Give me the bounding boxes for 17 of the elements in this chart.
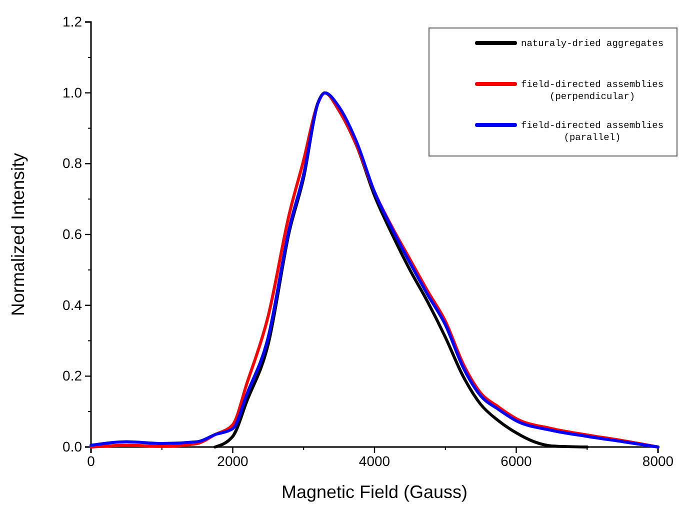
x-tick-label: 6000 (500, 452, 532, 469)
y-tick-label: 1.2 (62, 13, 82, 30)
y-axis-title: Normalized Intensity (8, 152, 28, 316)
legend-label: field-directed assemblies (perpendicular) (521, 79, 664, 102)
x-tick-label: 8000 (642, 452, 674, 469)
y-tick-label: 0.0 (62, 438, 82, 454)
legend-label: naturaly-dried aggregates (521, 38, 664, 49)
x-tick-label: 0 (87, 452, 96, 469)
y-tick-label: 1.0 (62, 84, 82, 100)
x-axis-title: Magnetic Field (Gauss) (281, 482, 468, 502)
y-tick-label: 0.4 (62, 296, 82, 313)
y-tick-label: 0.8 (62, 155, 82, 172)
legend-label: field-directed assemblies (parallel) (521, 120, 664, 143)
x-tick-label: 4000 (358, 452, 390, 469)
y-tick-label: 0.6 (62, 226, 82, 242)
y-tick-label: 0.2 (62, 368, 82, 384)
x-tick-label: 2000 (217, 452, 249, 469)
